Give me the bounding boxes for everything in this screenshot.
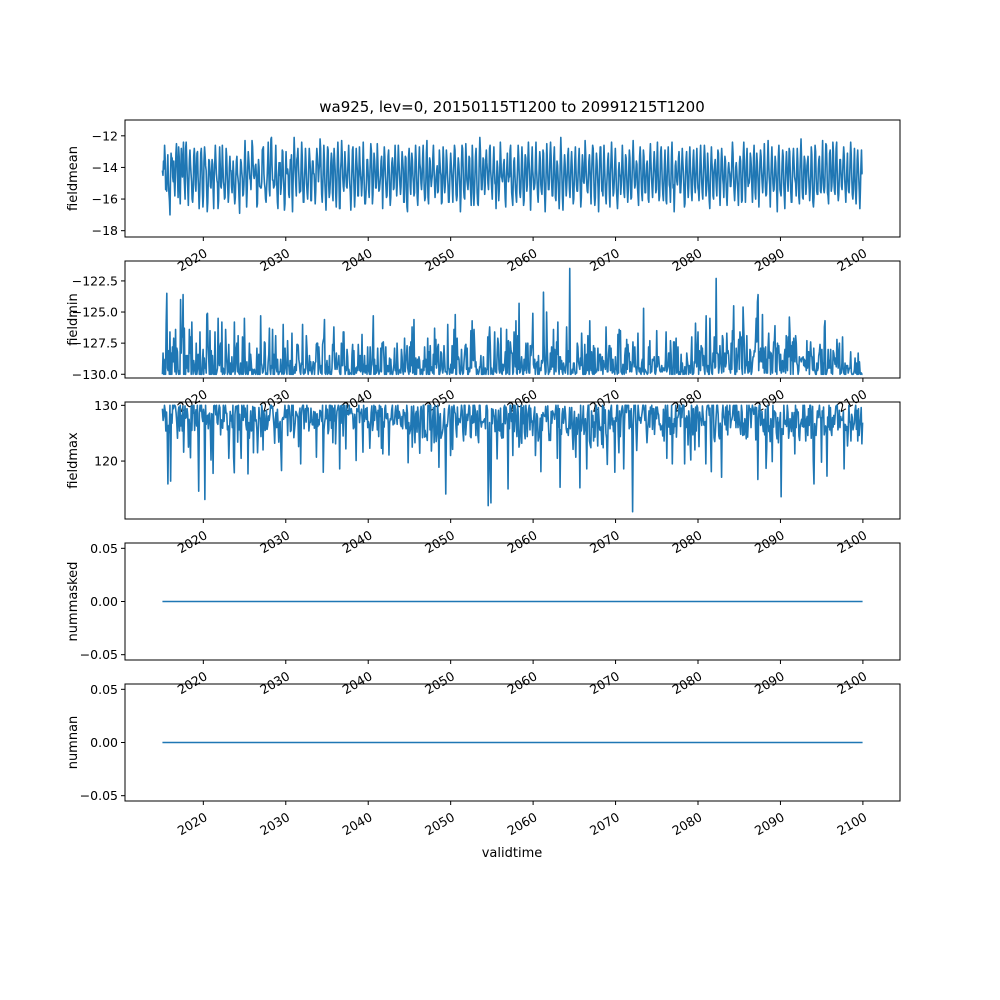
y-tick-label: 0.00 [90,735,118,750]
x-axis-label: validtime [482,846,543,861]
y-tick-label: −12 [92,128,118,143]
y-axis-label-fieldmean: fieldmean [66,146,81,211]
y-tick-label: −0.05 [80,788,118,803]
y-tick-label: 0.05 [90,682,118,697]
axes-frame [124,260,901,379]
figure-title: wa925, lev=0, 20150115T1200 to 20991215T… [319,98,705,116]
axes-frame [124,401,901,520]
y-tick-label: −125.0 [72,305,118,320]
y-axis-label-nummasked: nummasked [66,562,81,642]
series-line-fieldmax [161,404,864,513]
y-tick-label: 130 [94,398,118,413]
y-tick-label: 0.05 [90,541,118,556]
y-tick-label: −14 [92,160,118,175]
y-tick-label: −16 [92,192,118,207]
y-axis-label-fieldmin: fieldmin [66,293,81,346]
y-tick-label: 0.00 [90,594,118,609]
y-axis-label-fieldmax: fieldmax [66,432,81,489]
y-tick-label: −18 [92,223,118,238]
series-line-fieldmin [161,267,863,376]
series-line-fieldmean [161,136,863,216]
y-tick-label: −127.5 [72,336,118,351]
y-tick-label: 120 [94,454,118,469]
y-axis-label-numnan: numnan [66,716,81,770]
y-tick-label: −0.05 [80,647,118,662]
y-tick-label: −122.5 [72,273,118,288]
y-tick-label: −130.0 [72,367,118,382]
axes-frame [124,119,901,238]
